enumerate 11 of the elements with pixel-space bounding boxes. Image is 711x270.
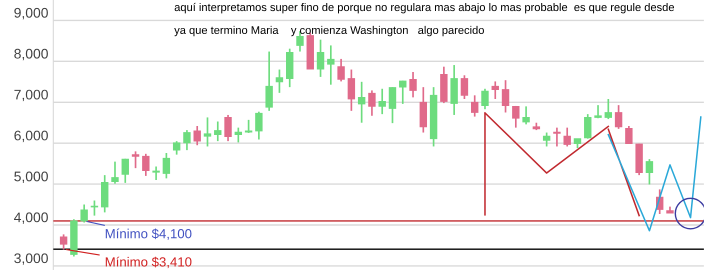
chart-title: aquí interpretamos super fino de porque no regulara mas abajo lo mas probable es que regule desde: [174, 2, 674, 14]
y-tick-label: 8,000: [14, 48, 48, 60]
y-tick-label: 7,000: [14, 90, 48, 102]
y-tick-label: 4,000: [14, 212, 48, 224]
text: ya que termino Maria y comienza Washington algo parecido: [174, 26, 484, 36]
y-tick-label: 3,000: [14, 253, 48, 265]
y-tick-label: 6,000: [14, 130, 48, 142]
annotation: Mínimo $4,100: [106, 228, 192, 240]
y-tick-label: 5,000: [14, 172, 48, 183]
y-tick-label: 9,000: [14, 8, 48, 20]
annotation: Mínimo $3,410: [106, 256, 192, 268]
